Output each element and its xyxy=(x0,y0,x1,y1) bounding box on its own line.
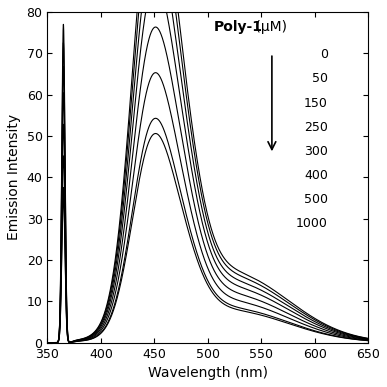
Text: 400: 400 xyxy=(304,169,328,182)
Text: 250: 250 xyxy=(304,121,328,134)
Text: 150: 150 xyxy=(304,97,328,110)
Text: Poly-1: Poly-1 xyxy=(214,20,263,34)
Text: (μM): (μM) xyxy=(251,20,287,34)
Y-axis label: Emission Intensity: Emission Intensity xyxy=(7,114,21,240)
Text: 1000: 1000 xyxy=(296,217,328,230)
Text: 300: 300 xyxy=(304,145,328,158)
Text: 0: 0 xyxy=(320,48,328,61)
Text: 50: 50 xyxy=(312,72,328,86)
Text: 500: 500 xyxy=(304,193,328,206)
X-axis label: Wavelength (nm): Wavelength (nm) xyxy=(148,366,268,380)
